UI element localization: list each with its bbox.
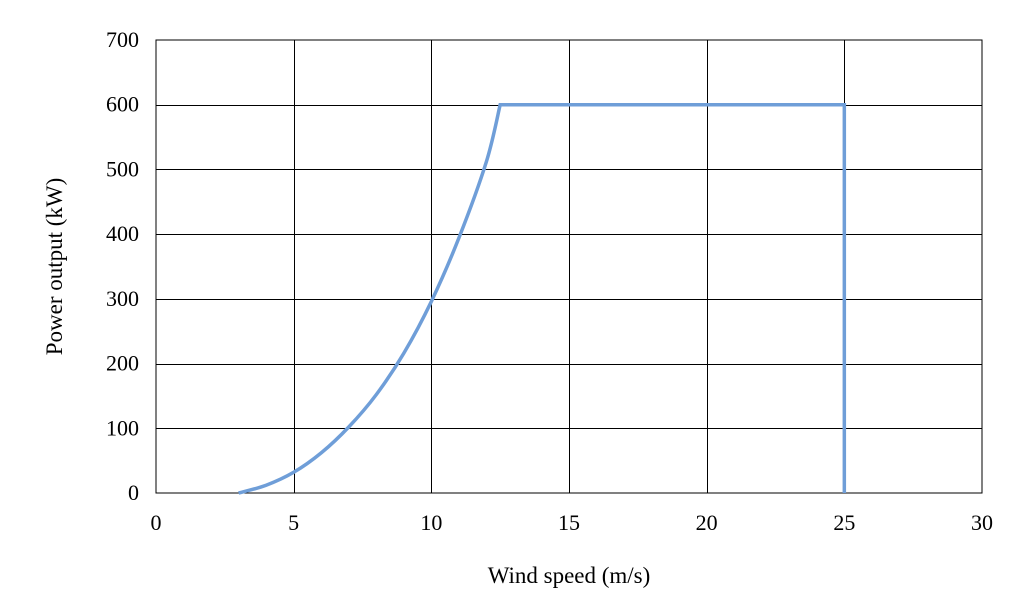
y-tick-label-200: 200 <box>106 351 139 376</box>
series-layer <box>238 102 847 495</box>
x-tick-label-0: 0 <box>151 510 162 535</box>
y-tick-label-0: 0 <box>128 480 139 505</box>
y-tick-label-700: 700 <box>106 27 139 52</box>
x-tick-label-15: 15 <box>558 510 580 535</box>
x-tick-label-20: 20 <box>696 510 718 535</box>
y-tick-label-600: 600 <box>106 92 139 117</box>
power-curve-line <box>238 102 847 495</box>
x-tick-label-5: 5 <box>288 510 299 535</box>
y-tick-label-300: 300 <box>106 286 139 311</box>
x-tick-label-30: 30 <box>971 510 993 535</box>
y-tick-label-500: 500 <box>106 156 139 181</box>
x-tick-label-25: 25 <box>833 510 855 535</box>
y-axis-title: Power output (kW) <box>42 178 67 356</box>
x-axis-title: Wind speed (m/s) <box>488 563 651 588</box>
x-tick-label-10: 10 <box>420 510 442 535</box>
y-tick-label-100: 100 <box>106 415 139 440</box>
y-tick-label-400: 400 <box>106 221 139 246</box>
